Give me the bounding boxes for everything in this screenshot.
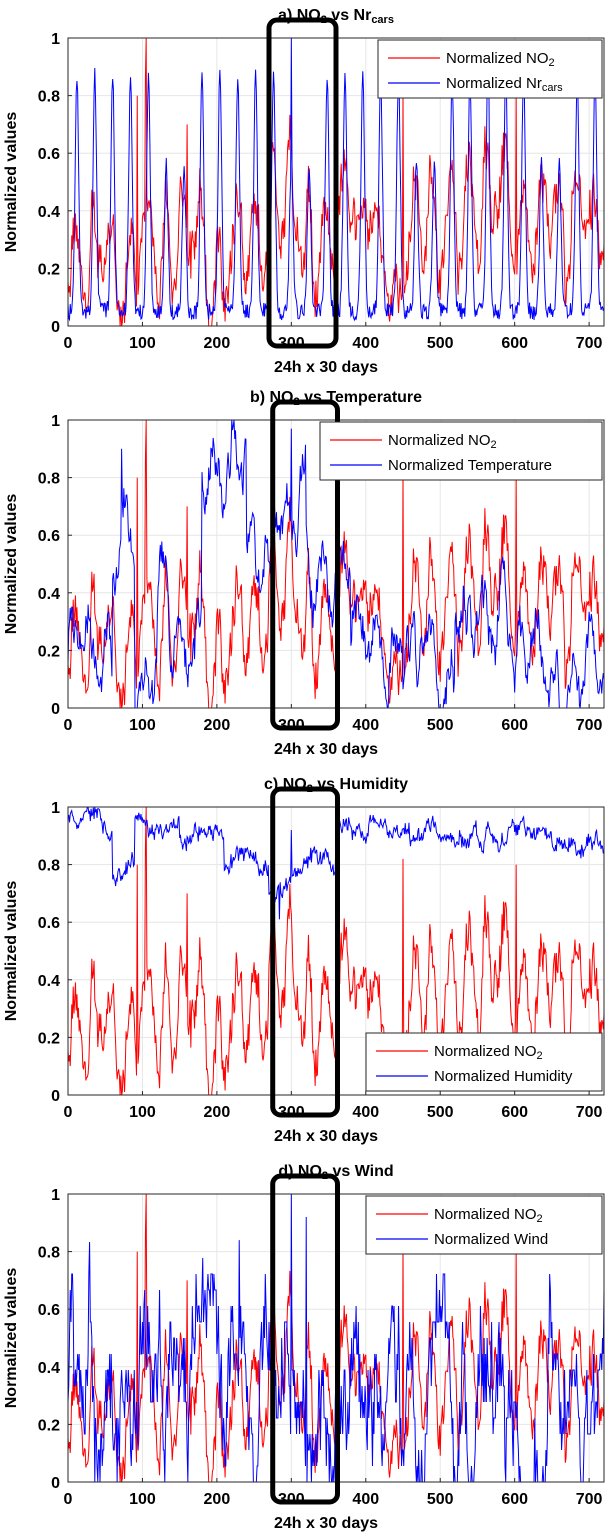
x-tick-label: 700 bbox=[576, 717, 603, 734]
legend: Normalized NO2 Normalized Humidity bbox=[365, 1032, 603, 1092]
x-tick-label: 500 bbox=[427, 717, 454, 734]
legend-entry: Normalized NO2 bbox=[434, 1206, 543, 1225]
x-tick-label: 600 bbox=[501, 717, 528, 734]
x-tick-label: 0 bbox=[64, 1104, 73, 1121]
legend-entry: Normalized NO2 bbox=[434, 1043, 543, 1062]
chart-panel-2: 0 100 200 300 400 500 600 70000.20.40.60.8124h … bbox=[3, 786, 605, 1145]
highlight-box bbox=[270, 1173, 340, 1505]
y-tick-label: 0.8 bbox=[38, 89, 60, 106]
y-tick-label: 0.6 bbox=[38, 1302, 60, 1319]
highlight-box bbox=[270, 399, 340, 731]
y-tick-label: 0 bbox=[51, 319, 60, 336]
chart-title-2: c) NO2 vs Humidity bbox=[264, 776, 408, 795]
y-tick-label: 0.4 bbox=[38, 1360, 60, 1377]
y-tick-label: 0.2 bbox=[38, 1417, 60, 1434]
y-tick-label: 0 bbox=[51, 701, 60, 718]
x-axis-label: 24h x 30 days bbox=[274, 359, 378, 376]
y-tick-label: 1 bbox=[51, 1187, 60, 1204]
x-tick-label: 600 bbox=[501, 1104, 528, 1121]
x-tick-label: 400 bbox=[352, 717, 379, 734]
x-tick-label: 200 bbox=[204, 335, 231, 352]
y-tick-label: 0.6 bbox=[38, 915, 60, 932]
y-tick-label: 0.6 bbox=[38, 528, 60, 545]
y-tick-label: 0.6 bbox=[38, 146, 60, 163]
legend-box bbox=[365, 1195, 603, 1255]
y-tick-label: 0.4 bbox=[38, 586, 60, 603]
x-tick-label: 0 bbox=[64, 335, 73, 352]
chart-panel-0: 0 100 200 300 400 500 600 70000.20.40.60.8124h … bbox=[3, 17, 605, 376]
x-tick-label: 0 bbox=[64, 1491, 73, 1508]
legend-entry: Normalized Humidity bbox=[434, 1068, 573, 1085]
y-axis-label: Normalized values bbox=[3, 1268, 20, 1409]
x-tick-label: 400 bbox=[352, 1104, 379, 1121]
x-axis-label: 24h x 30 days bbox=[274, 1128, 378, 1145]
highlight-box bbox=[270, 786, 340, 1118]
y-tick-label: 0 bbox=[51, 1088, 60, 1105]
y-tick-label: 0.2 bbox=[38, 1030, 60, 1047]
legend-entry: Normalized Wind bbox=[434, 1231, 548, 1248]
y-tick-label: 1 bbox=[51, 31, 60, 48]
legend: Normalized NO2 Normalized Wind bbox=[365, 1195, 603, 1255]
y-axis-label: Normalized values bbox=[3, 112, 20, 253]
x-tick-label: 500 bbox=[427, 1491, 454, 1508]
x-tick-label: 700 bbox=[576, 335, 603, 352]
x-tick-label: 200 bbox=[204, 1104, 231, 1121]
legend-box bbox=[377, 39, 603, 99]
chart-panel-3: 0 100 200 300 400 500 600 70000.20.40.60.8124h … bbox=[3, 1173, 605, 1532]
x-tick-label: 100 bbox=[129, 1491, 156, 1508]
y-tick-label: 0.2 bbox=[38, 261, 60, 278]
highlight-box bbox=[266, 17, 339, 349]
legend: Normalized NO2 Normalized Temperature bbox=[319, 421, 603, 481]
y-tick-label: 1 bbox=[51, 800, 60, 817]
y-tick-label: 0.8 bbox=[38, 471, 60, 488]
chart-title-0: a) NO2 vs Nrcars bbox=[278, 7, 394, 26]
x-axis-label: 24h x 30 days bbox=[274, 741, 378, 758]
legend-box bbox=[365, 1032, 603, 1092]
legend-box bbox=[319, 421, 603, 481]
x-tick-label: 0 bbox=[64, 717, 73, 734]
y-tick-label: 1 bbox=[51, 413, 60, 430]
x-tick-label: 400 bbox=[352, 1491, 379, 1508]
x-tick-label: 100 bbox=[129, 717, 156, 734]
x-tick-label: 500 bbox=[427, 335, 454, 352]
x-axis-label: 24h x 30 days bbox=[274, 1515, 378, 1532]
x-tick-label: 700 bbox=[576, 1104, 603, 1121]
x-tick-label: 100 bbox=[129, 335, 156, 352]
y-tick-label: 0.4 bbox=[38, 204, 60, 221]
x-tick-label: 200 bbox=[204, 717, 231, 734]
chart-title-1: b) NO2 vs Temperature bbox=[250, 389, 422, 408]
x-tick-label: 400 bbox=[352, 335, 379, 352]
legend: Normalized NO2 Normalized Nrcars bbox=[377, 39, 603, 99]
legend-entry: Normalized Temperature bbox=[388, 457, 552, 474]
y-tick-label: 0.8 bbox=[38, 858, 60, 875]
x-tick-label: 600 bbox=[501, 335, 528, 352]
x-tick-label: 700 bbox=[576, 1491, 603, 1508]
legend-entry: Normalized NO2 bbox=[446, 50, 555, 69]
y-tick-label: 0.8 bbox=[38, 1245, 60, 1262]
y-axis-label: Normalized values bbox=[3, 881, 20, 1022]
x-tick-label: 600 bbox=[501, 1491, 528, 1508]
x-tick-label: 200 bbox=[204, 1491, 231, 1508]
legend-entry: Normalized NO2 bbox=[388, 432, 497, 451]
y-axis-label: Normalized values bbox=[3, 494, 20, 635]
y-tick-label: 0.2 bbox=[38, 643, 60, 660]
x-tick-label: 100 bbox=[129, 1104, 156, 1121]
chart-panel-1: 0 100 200 300 400 500 600 70000.20.40.60.8124h … bbox=[3, 399, 605, 758]
legend-entry: Normalized Nrcars bbox=[446, 75, 563, 94]
chart-title-3: d) NO2 vs Wind bbox=[278, 1163, 393, 1182]
y-tick-label: 0.4 bbox=[38, 973, 60, 990]
x-tick-label: 500 bbox=[427, 1104, 454, 1121]
y-tick-label: 0 bbox=[51, 1475, 60, 1492]
